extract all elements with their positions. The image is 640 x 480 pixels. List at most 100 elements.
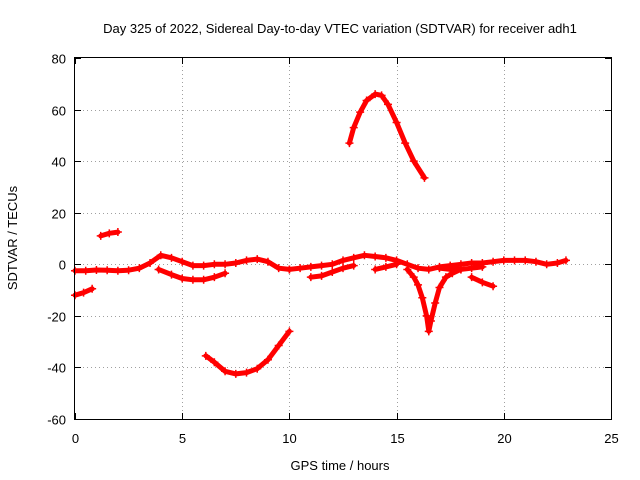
data-point-marker bbox=[339, 264, 347, 273]
data-point-marker bbox=[274, 341, 283, 350]
data-point-marker bbox=[431, 298, 440, 307]
data-point-marker bbox=[167, 270, 176, 279]
data-point-marker bbox=[113, 266, 122, 275]
data-point-marker bbox=[221, 367, 230, 376]
data-point-marker bbox=[285, 265, 294, 274]
x-tick-label: 15 bbox=[390, 431, 404, 446]
data-point-marker bbox=[221, 260, 230, 269]
y-tick-label: 80 bbox=[52, 52, 66, 67]
data-point-marker bbox=[156, 251, 165, 260]
data-point-marker bbox=[414, 264, 423, 273]
data-point-marker bbox=[467, 273, 476, 282]
data-point-marker bbox=[328, 268, 337, 277]
plot-frame bbox=[74, 57, 612, 420]
series-segment-6 bbox=[201, 327, 294, 378]
data-point-marker bbox=[362, 96, 371, 105]
data-point-marker bbox=[188, 261, 197, 270]
data-point-marker bbox=[317, 261, 326, 270]
data-point-marker bbox=[414, 280, 423, 289]
data-point-marker bbox=[146, 258, 155, 267]
chart-title: Day 325 of 2022, Sidereal Day-to-day VTE… bbox=[103, 21, 577, 36]
data-point-marker bbox=[392, 118, 401, 127]
data-point-marker bbox=[103, 266, 112, 275]
series-segment-8 bbox=[403, 265, 465, 336]
data-point-marker bbox=[349, 261, 358, 270]
y-tick-label: 0 bbox=[59, 258, 66, 273]
data-point-marker bbox=[553, 258, 562, 267]
data-point-marker bbox=[317, 271, 326, 280]
data-point-marker bbox=[478, 262, 487, 271]
data-point-marker bbox=[306, 273, 315, 282]
data-point-marker bbox=[371, 90, 380, 99]
data-point-marker bbox=[210, 358, 219, 367]
data-point-marker bbox=[435, 264, 444, 273]
data-point-marker bbox=[231, 369, 240, 378]
data-point-marker bbox=[531, 257, 540, 266]
data-point-marker bbox=[456, 265, 465, 274]
data-point-marker bbox=[253, 364, 262, 373]
data-point-marker bbox=[345, 139, 354, 148]
data-point-marker bbox=[422, 311, 431, 320]
data-point-marker bbox=[409, 273, 418, 282]
data-point-marker bbox=[274, 264, 283, 273]
ticks bbox=[75, 58, 612, 420]
data-point-marker bbox=[356, 108, 365, 117]
data-point-marker bbox=[81, 266, 90, 275]
series-segment-4 bbox=[96, 228, 122, 240]
x-tick-label: 5 bbox=[179, 431, 186, 446]
data-point-marker bbox=[253, 255, 262, 264]
data-point-marker bbox=[381, 262, 390, 271]
data-point-marker bbox=[210, 260, 219, 269]
data-point-marker bbox=[377, 91, 386, 100]
data-point-marker bbox=[79, 288, 88, 297]
data-point-marker bbox=[467, 264, 476, 273]
y-axis-label: SDTVAR / TECUs bbox=[5, 185, 20, 290]
data-point-marker bbox=[420, 173, 429, 182]
data-point-marker bbox=[178, 274, 187, 283]
y-tick-label: 20 bbox=[52, 207, 66, 222]
data-point-marker bbox=[371, 252, 380, 261]
data-point-marker bbox=[489, 257, 498, 266]
data-point-marker bbox=[231, 258, 240, 267]
data-point-marker bbox=[242, 256, 251, 265]
data-point-marker bbox=[384, 100, 393, 109]
data-point-marker bbox=[339, 256, 347, 265]
data-point-marker bbox=[221, 269, 230, 278]
x-tick-label: 0 bbox=[72, 431, 79, 446]
data-point-marker bbox=[360, 251, 369, 260]
series-segment-9 bbox=[306, 261, 358, 282]
series-segment-2 bbox=[285, 251, 570, 274]
data-point-marker bbox=[489, 282, 498, 291]
series-line bbox=[404, 266, 464, 334]
data-point-marker bbox=[409, 157, 418, 166]
data-point-marker bbox=[263, 355, 272, 364]
data-point-marker bbox=[418, 293, 427, 302]
data-point-marker bbox=[178, 257, 187, 266]
data-point-marker bbox=[96, 231, 105, 240]
data-point-marker bbox=[124, 266, 133, 275]
data-point-marker bbox=[392, 260, 401, 269]
series-segment-12 bbox=[435, 262, 487, 274]
y-tick-labels: -60 -40 -20 0 20 40 60 80 bbox=[47, 52, 66, 428]
x-tick-label: 20 bbox=[497, 431, 511, 446]
data-point-marker bbox=[435, 283, 444, 292]
data-point-marker bbox=[113, 228, 122, 237]
series-segment-7 bbox=[345, 90, 429, 182]
data-point-marker bbox=[242, 368, 251, 377]
data-point-marker bbox=[441, 273, 450, 282]
series-segment-10 bbox=[371, 260, 401, 274]
x-axis-label: GPS time / hours bbox=[291, 458, 390, 473]
data-point-marker bbox=[446, 265, 455, 274]
data-point-marker bbox=[88, 284, 97, 293]
series-segment-11 bbox=[467, 273, 498, 291]
data-point-marker bbox=[478, 278, 487, 287]
data-point-marker bbox=[424, 327, 433, 336]
data-series bbox=[71, 90, 570, 378]
x-tick-labels: 0 5 10 15 20 25 bbox=[72, 431, 619, 446]
data-point-marker bbox=[105, 229, 114, 238]
data-point-marker bbox=[210, 273, 219, 282]
x-tick-label: 25 bbox=[604, 431, 618, 446]
data-point-marker bbox=[542, 260, 551, 269]
data-point-marker bbox=[349, 123, 358, 132]
